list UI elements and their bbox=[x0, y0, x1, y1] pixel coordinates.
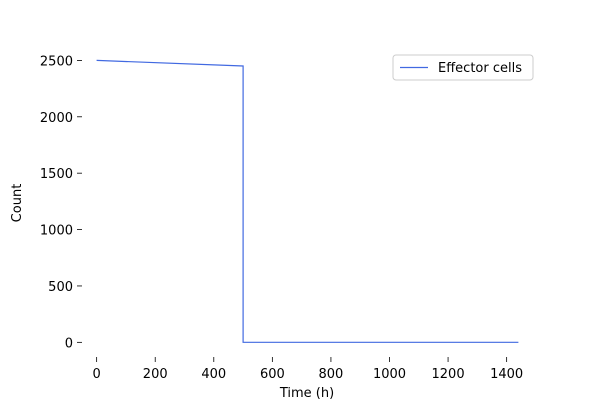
x-axis-ticks: 0 200 400 600 800 1000 1200 1400 bbox=[93, 357, 523, 382]
y-tick-label: 0 bbox=[65, 336, 73, 351]
legend-box bbox=[392, 54, 534, 81]
x-tick-label: 400 bbox=[201, 367, 226, 382]
x-tick-label: 1400 bbox=[490, 367, 523, 382]
y-tick-label: 1500 bbox=[40, 167, 73, 182]
y-tick-label: 1000 bbox=[40, 224, 73, 239]
y-tick-label: 500 bbox=[48, 280, 73, 295]
x-tick-label: 600 bbox=[260, 367, 285, 382]
x-tick-label: 1200 bbox=[432, 367, 465, 382]
series-layer bbox=[96, 59, 519, 343]
y-tick-label: 2500 bbox=[40, 54, 73, 69]
y-axis-ticks: 0 500 1000 1500 2000 2500 bbox=[40, 54, 82, 351]
y-axis-label: Count bbox=[10, 184, 25, 223]
y-tick-label: 2000 bbox=[40, 111, 73, 126]
x-axis-label: Time (h) bbox=[279, 386, 334, 400]
legend: Effector cells bbox=[392, 54, 534, 81]
x-tick-label: 800 bbox=[319, 367, 344, 382]
legend-label-effector-cells: Effector cells bbox=[438, 61, 522, 76]
x-tick-label: 1000 bbox=[373, 367, 406, 382]
series-line-effector-cells bbox=[96, 59, 519, 343]
x-tick-label: 200 bbox=[143, 367, 168, 382]
x-tick-label: 0 bbox=[93, 367, 101, 382]
